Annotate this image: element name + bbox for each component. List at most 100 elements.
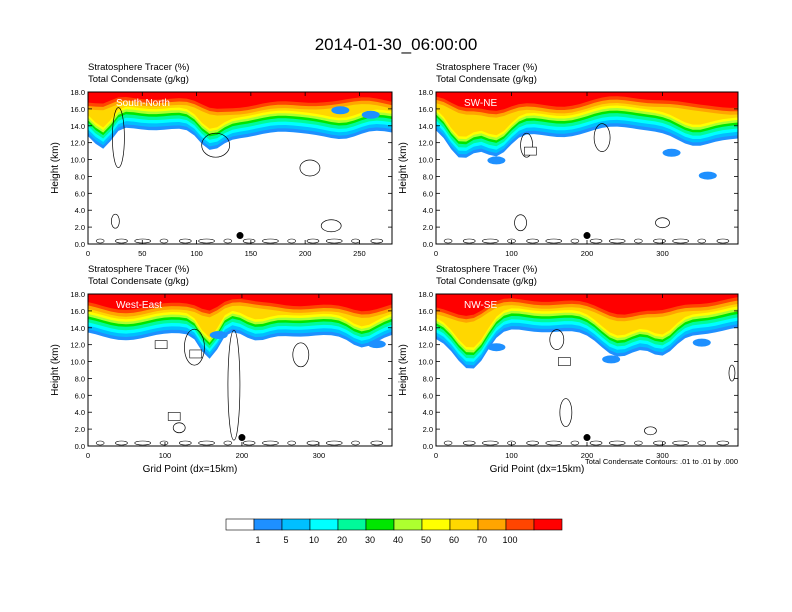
condensate-contour (262, 440, 279, 446)
condensate-contour (526, 440, 539, 446)
condensate-contour (320, 219, 342, 233)
x-axis-label: Grid Point (dx=15km) (490, 464, 585, 475)
condensate-contour (184, 328, 205, 366)
x-tick-label: 150 (245, 249, 258, 258)
y-tick-label: 4.0 (75, 206, 85, 215)
colorbar-swatch (477, 518, 507, 531)
condensate-contour (570, 440, 580, 446)
y-tick-label: 10.0 (418, 156, 433, 165)
condensate-contour (227, 329, 241, 441)
y-tick-label: 6.0 (423, 189, 433, 198)
colorbar-swatch (533, 518, 563, 531)
condensate-contour (589, 238, 603, 244)
x-tick-label: 200 (299, 249, 312, 258)
x-tick-label: 0 (434, 249, 438, 258)
condensate-contour (95, 238, 105, 244)
y-tick-label: 10.0 (418, 358, 433, 367)
y-tick-label: 16.0 (418, 105, 433, 114)
panel-nw-se: Stratosphere Tracer (%) Total Condensate… (398, 264, 739, 475)
plot-area: SW-NE (435, 91, 739, 245)
plot-area: West-East (87, 293, 393, 447)
condensate-contour (115, 238, 128, 244)
colorbar-swatch (449, 518, 479, 531)
tracer-blob (331, 106, 350, 115)
condensate-contour (115, 440, 128, 446)
y-tick-label: 12.0 (418, 341, 433, 350)
x-tick-label: 0 (434, 451, 438, 460)
condensate-contour (223, 238, 233, 244)
condensate-contour (292, 342, 310, 368)
condensate-contour (608, 238, 626, 244)
tracer-band (88, 294, 392, 312)
x-tick-label: 0 (86, 249, 90, 258)
y-axis-label: Height (km) (50, 142, 61, 194)
y-axis-label: Height (km) (398, 344, 409, 396)
colorbar-swatch (421, 518, 451, 531)
y-axis-label: Height (km) (50, 344, 61, 396)
panel-tracer-title: Stratosphere Tracer (%) (88, 264, 189, 275)
plot-area: NW-SE (435, 293, 739, 447)
colorbar-swatch (337, 518, 367, 531)
tracer-blob (487, 156, 506, 165)
condensate-contour (589, 440, 603, 446)
y-tick-label: 6.0 (75, 189, 85, 198)
tracer-blob (692, 338, 711, 347)
y-tick-label: 4.0 (423, 206, 433, 215)
y-tick-label: 10.0 (70, 358, 85, 367)
condensate-contour (697, 440, 707, 446)
condensate-contour (198, 440, 215, 446)
y-tick-label: 4.0 (423, 408, 433, 417)
condensate-contour (223, 440, 233, 446)
panel-label: NW-SE (464, 300, 497, 311)
colorbar-swatch (225, 518, 255, 531)
y-tick-label: 2.0 (423, 223, 433, 232)
y-tick-label: 18.0 (418, 290, 433, 299)
tracer-blob (367, 340, 386, 349)
x-tick-label: 300 (656, 249, 669, 258)
colorbar-label: 30 (365, 535, 375, 545)
condensate-contour (655, 217, 670, 229)
condensate-contour (198, 238, 215, 244)
panel-tracer-title: Stratosphere Tracer (%) (436, 62, 537, 73)
panel-label: SW-NE (464, 98, 497, 109)
condensate-contour (306, 238, 320, 244)
y-tick-label: 16.0 (70, 307, 85, 316)
panel-label: South-North (116, 98, 170, 109)
colorbar-label: 10 (309, 535, 319, 545)
condensate-contour (443, 440, 453, 446)
condensate-contour (608, 440, 626, 446)
condensate-contour (287, 440, 296, 446)
colorbar-swatch (253, 518, 283, 531)
condensate-contour (351, 440, 360, 446)
panel-condensate-title: Total Condensate (g/kg) (436, 276, 537, 287)
y-tick-label: 2.0 (423, 425, 433, 434)
x-tick-label: 200 (236, 451, 249, 460)
condensate-contour (370, 440, 384, 446)
y-tick-label: 14.0 (418, 324, 433, 333)
location-marker (583, 434, 591, 442)
figure-title: 2014-01-30_06:00:00 (315, 35, 478, 54)
y-tick-label: 16.0 (418, 307, 433, 316)
colorbar-label: 70 (477, 535, 487, 545)
condensate-contour (159, 238, 169, 244)
x-tick-label: 300 (313, 451, 326, 460)
condensate-contour (728, 364, 736, 382)
condensate-contour (134, 440, 152, 446)
condensate-contour (697, 238, 707, 244)
x-tick-label: 100 (505, 249, 518, 258)
y-tick-label: 6.0 (423, 391, 433, 400)
condensate-contour (287, 238, 296, 244)
condensate-contour (514, 214, 527, 232)
condensate-contour (178, 238, 192, 244)
panel-tracer-title: Stratosphere Tracer (%) (436, 264, 537, 275)
colorbar-label: 50 (421, 535, 431, 545)
colorbar-label: 20 (337, 535, 347, 545)
colorbar-swatch (281, 518, 311, 531)
condensate-contour (672, 238, 689, 244)
y-tick-label: 12.0 (418, 139, 433, 148)
contour-label-box (524, 146, 537, 156)
y-tick-label: 6.0 (75, 391, 85, 400)
condensate-contour (242, 238, 256, 244)
colorbar-label: 40 (393, 535, 403, 545)
condensate-contour (370, 238, 384, 244)
